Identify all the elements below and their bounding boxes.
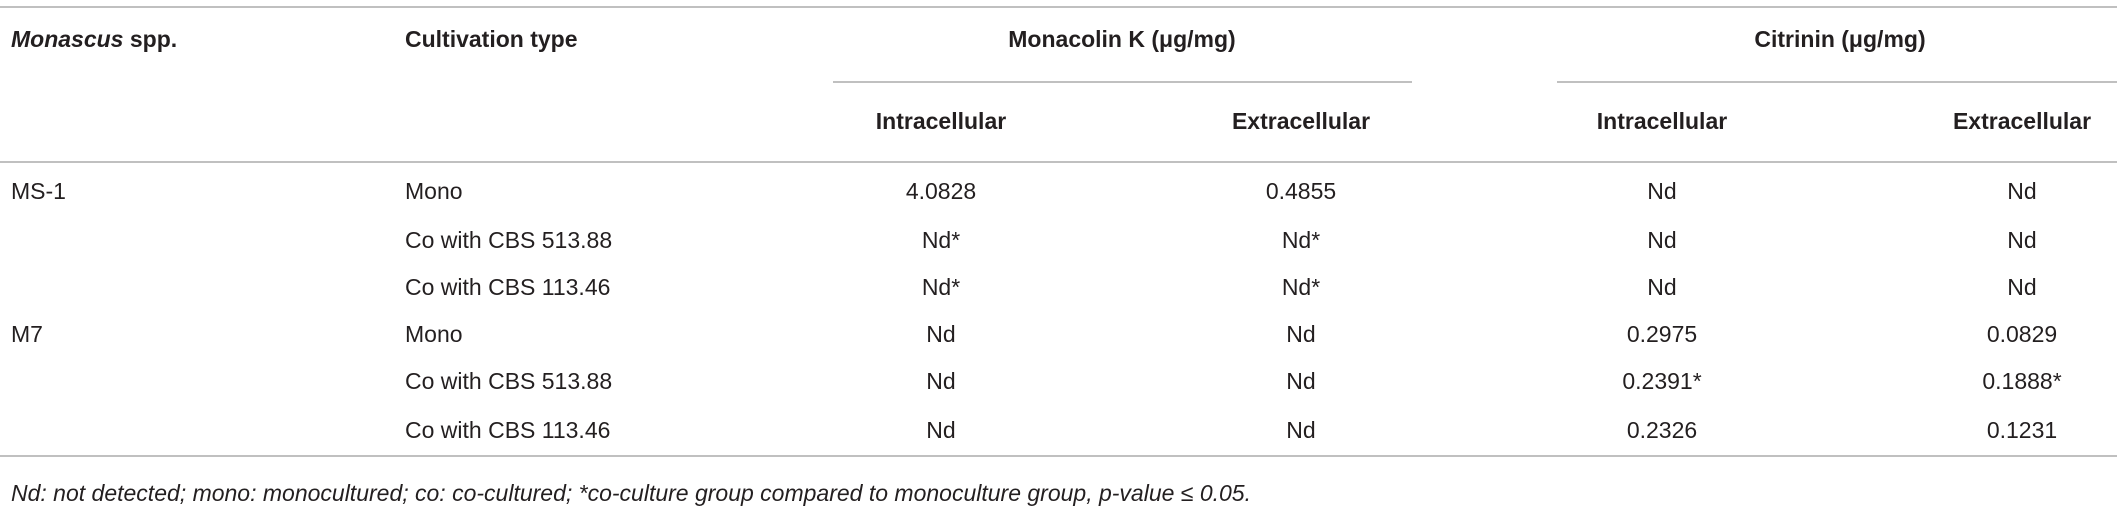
value-cell: 0.2975 <box>1627 321 1697 347</box>
value-cell: 0.1888* <box>1982 368 2061 394</box>
header-cell: Monascus spp. <box>11 26 177 52</box>
value-cell: 0.2391* <box>1622 368 1701 394</box>
header-rest: spp. <box>123 26 177 52</box>
header-cell: Citrinin (μg/mg) <box>1754 26 1925 52</box>
cultivation-cell: Co with CBS 113.46 <box>405 274 610 300</box>
value-cell: Nd <box>1286 368 1315 394</box>
header-italic: Monascus <box>11 26 123 52</box>
value-cell: 0.1231 <box>1987 417 2057 443</box>
header-cell: Monacolin K (μg/mg) <box>1008 26 1235 52</box>
value-cell: Nd* <box>922 227 960 253</box>
cultivation-cell: Mono <box>405 178 463 204</box>
value-cell: Nd <box>926 321 955 347</box>
value-cell: Nd <box>1647 227 1676 253</box>
header-cell: Cultivation type <box>405 26 578 52</box>
footnote: Nd: not detected; mono: monocultured; co… <box>11 480 1251 506</box>
value-cell: 0.0829 <box>1987 321 2057 347</box>
cultivation-cell: Co with CBS 513.88 <box>405 227 612 253</box>
cultivation-cell: Co with CBS 513.88 <box>405 368 612 394</box>
value-cell: Nd* <box>1282 227 1320 253</box>
cultivation-cell: Mono <box>405 321 463 347</box>
value-cell: Nd <box>926 417 955 443</box>
value-cell: Nd* <box>922 274 960 300</box>
value-cell: Nd <box>2007 178 2036 204</box>
strain-cell: MS-1 <box>11 178 66 204</box>
value-cell: Nd <box>926 368 955 394</box>
cultivation-cell: Co with CBS 113.46 <box>405 417 610 443</box>
subheader-cell: Intracellular <box>1597 108 1727 134</box>
value-cell: 0.2326 <box>1627 417 1697 443</box>
subheader-cell: Extracellular <box>1953 108 2091 134</box>
value-cell: 0.4855 <box>1266 178 1336 204</box>
value-cell: Nd <box>2007 274 2036 300</box>
value-cell: Nd <box>1286 321 1315 347</box>
value-cell: Nd <box>2007 227 2036 253</box>
value-cell: Nd* <box>1282 274 1320 300</box>
strain-cell: M7 <box>11 321 43 347</box>
value-cell: Nd <box>1647 178 1676 204</box>
value-cell: Nd <box>1647 274 1676 300</box>
value-cell: Nd <box>1286 417 1315 443</box>
subheader-cell: Intracellular <box>876 108 1006 134</box>
value-cell: 4.0828 <box>906 178 976 204</box>
subheader-cell: Extracellular <box>1232 108 1370 134</box>
